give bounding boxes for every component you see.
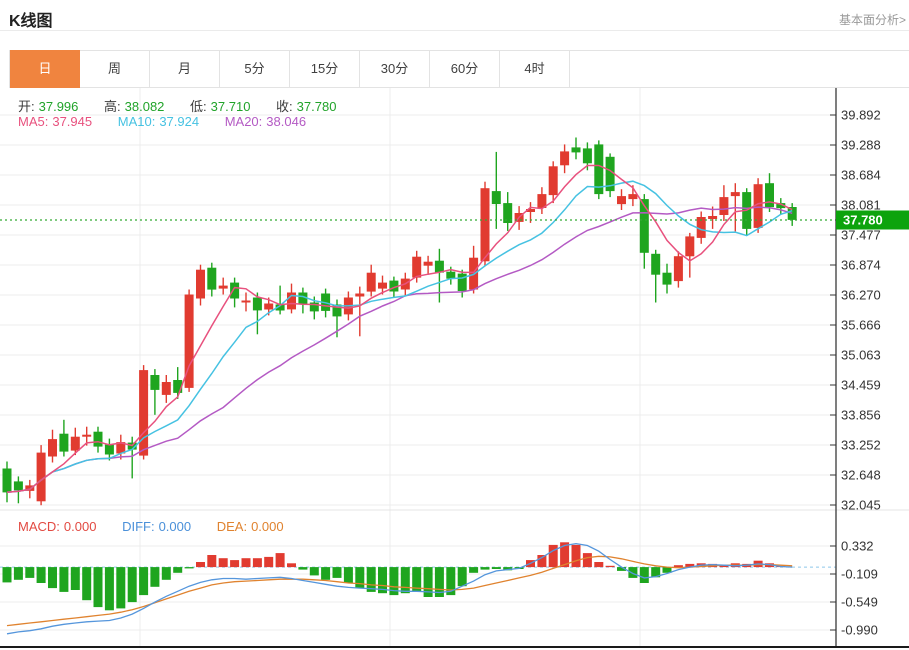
low-label: 低: [190, 99, 207, 114]
ma20-line [6, 206, 793, 494]
dea-line [6, 555, 793, 627]
svg-text:39.288: 39.288 [841, 138, 881, 153]
header-divider [0, 30, 909, 31]
tab-4时[interactable]: 4时 [500, 51, 570, 87]
svg-text:39.892: 39.892 [841, 108, 881, 123]
tab-5分[interactable]: 5分 [220, 51, 290, 87]
diff-label: DIFF: [122, 519, 155, 534]
fundamental-analysis-link[interactable]: 基本面分析> [838, 13, 906, 27]
tab-30分[interactable]: 30分 [360, 51, 430, 87]
svg-text:33.252: 33.252 [841, 438, 881, 453]
svg-text:32.648: 32.648 [841, 468, 881, 483]
tab-月[interactable]: 月 [150, 51, 220, 87]
diff-value: 0.000 [158, 519, 192, 534]
svg-text:33.856: 33.856 [841, 408, 881, 423]
tab-日[interactable]: 日 [10, 50, 80, 88]
ma10-line [6, 180, 793, 494]
macd-histogram [2, 542, 786, 611]
close-value: 37.780 [296, 99, 337, 114]
svg-text:37.477: 37.477 [841, 228, 881, 243]
svg-text:-0.990: -0.990 [841, 623, 878, 638]
macd-row: MACD: 0.000 DIFF: 0.000 DEA: 0.000 [18, 519, 288, 534]
ma5-line [6, 164, 793, 494]
tabbar-filler [570, 51, 909, 87]
current-price-badge: 37.780 [836, 210, 909, 230]
svg-text:32.045: 32.045 [841, 498, 881, 513]
dea-value: 0.000 [251, 519, 284, 534]
svg-text:38.684: 38.684 [841, 168, 881, 183]
ma20-label: MA20: [224, 114, 263, 129]
svg-text:35.063: 35.063 [841, 348, 881, 363]
open-label: 开: [18, 99, 35, 114]
price-axis-labels: 39.892 39.288 38.684 38.081 37.477 36.874 36.2… [830, 108, 881, 513]
tab-周[interactable]: 周 [80, 51, 150, 87]
svg-text:-0.109: -0.109 [841, 567, 878, 582]
macd-axis-labels: 0.332 -0.109 -0.549 -0.990 [830, 539, 878, 638]
low-value: 37.710 [210, 99, 251, 114]
ma5-value: 37.945 [52, 114, 93, 129]
close-label: 收: [276, 99, 293, 114]
ma-row: MA5: 37.945 MA10: 37.924 MA20: 38.046 [18, 114, 310, 129]
svg-text:34.459: 34.459 [841, 378, 881, 393]
interval-tabbar: 日周月 5分 15分 30分 60分 4时 [9, 50, 909, 88]
macd-label: MACD: [18, 519, 60, 534]
svg-text:36.874: 36.874 [841, 258, 881, 273]
ma10-label: MA10: [117, 114, 156, 129]
open-value: 37.996 [38, 99, 79, 114]
svg-text:37.780: 37.780 [843, 213, 883, 228]
svg-text:0.332: 0.332 [841, 539, 874, 554]
tab-15分[interactable]: 15分 [290, 51, 360, 87]
ohlc-row: 开: 37.996 高: 38.082 低: 37.710 收: 37.780 [18, 96, 340, 115]
dea-label: DEA: [216, 519, 248, 534]
page-title: K线图 [9, 13, 53, 30]
high-label: 高: [104, 99, 121, 114]
diff-line [6, 542, 793, 635]
svg-text:-0.549: -0.549 [841, 595, 878, 610]
high-value: 38.082 [124, 99, 165, 114]
ma20-value: 38.046 [266, 114, 307, 129]
kline-chart-canvas[interactable]: 39.892 39.288 38.684 38.081 37.477 36.874 36.2… [0, 88, 909, 650]
macd-value: 0.000 [63, 519, 97, 534]
svg-text:36.270: 36.270 [841, 288, 881, 303]
ma10-value: 37.924 [159, 114, 200, 129]
candles [2, 137, 797, 506]
tab-60分[interactable]: 60分 [430, 51, 500, 87]
ma5-label: MA5: [18, 114, 49, 129]
svg-text:38.081: 38.081 [841, 198, 881, 213]
svg-text:35.666: 35.666 [841, 318, 881, 333]
